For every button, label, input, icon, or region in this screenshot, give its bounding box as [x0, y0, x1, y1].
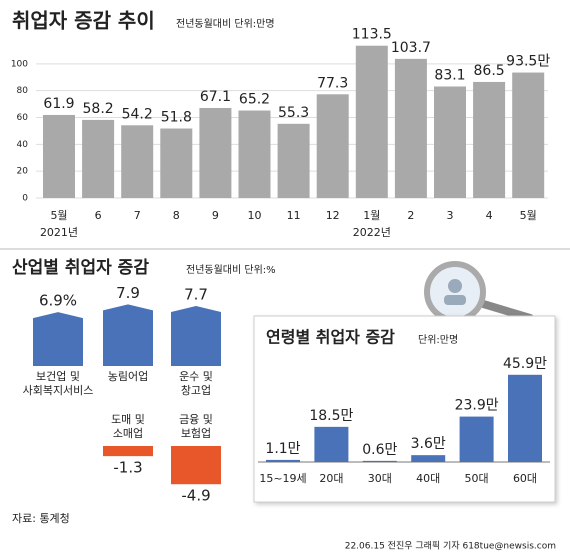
x-tick-label: 농림어업 [107, 370, 149, 383]
bar [199, 107, 232, 198]
value-label: 18.5만 [309, 408, 353, 424]
chart-subtitle: 전년동월대비 단위:% [186, 263, 276, 276]
chart-subtitle: 단위:만명 [418, 333, 458, 346]
y-tick-label: 20 [17, 167, 29, 177]
value-label: 58.2 [83, 101, 114, 117]
bar [103, 304, 153, 366]
x-tick-label: 4 [486, 209, 493, 222]
y-tick-label: 100 [11, 59, 28, 69]
x-tick-label: 5월 [520, 209, 537, 222]
bar [82, 119, 115, 198]
x-tick-label: 10 [248, 209, 262, 222]
bar [238, 110, 271, 198]
value-label: -4.9 [181, 487, 210, 505]
bar [355, 45, 388, 199]
value-label: 6.9% [39, 292, 77, 310]
y-tick-label: 60 [17, 113, 29, 123]
bar [314, 426, 349, 462]
y-tick-label: 40 [17, 140, 29, 150]
y-tick-label: 80 [17, 86, 29, 96]
chart-subtitle: 전년동월대비 단위:만명 [176, 17, 275, 30]
chart-title: 산업별 취업자 증감 [12, 257, 149, 278]
x-tick-label: 3 [447, 209, 454, 222]
bar [459, 416, 494, 462]
bar [171, 305, 221, 366]
value-label: 7.9 [116, 284, 140, 302]
x-tick-label: 6 [95, 209, 102, 222]
x-tick-label: 금융 및 보험업 [179, 413, 213, 440]
bar [103, 446, 153, 457]
bar [434, 86, 466, 198]
value-label: 61.9 [43, 96, 74, 112]
y-tick-label: 0 [22, 194, 28, 204]
value-label: 103.7 [391, 40, 431, 56]
value-label: 86.5 [474, 63, 505, 79]
x-tick-label: 도매 및 소매업 [111, 413, 145, 440]
value-label: -1.3 [113, 459, 142, 477]
bar [33, 312, 83, 366]
x-tick-label: 9 [212, 209, 219, 222]
bar [508, 374, 542, 462]
x-tick-label: 50대 [465, 472, 489, 485]
value-label: 67.1 [200, 89, 231, 105]
chart-title: 연령별 취업자 증감 [266, 328, 395, 347]
value-label: 83.1 [434, 68, 465, 84]
x-tick-label: 11 [287, 209, 301, 222]
value-label: 51.8 [161, 110, 192, 126]
bar [473, 81, 506, 198]
x-tick-label: 2 [407, 209, 414, 222]
x-tick-label: 보건업 및 사회복지서비스 [22, 370, 94, 397]
value-label: 113.5 [352, 27, 392, 43]
x-group-label: 2022년 [353, 226, 391, 239]
x-tick-label: 5월 [50, 209, 67, 222]
source: 자료: 통계청 [12, 512, 70, 525]
bar [171, 446, 221, 485]
value-label: 93.5만 [506, 54, 550, 70]
x-tick-label: 1월 [363, 209, 380, 222]
x-tick-label: 15~19세 [259, 472, 306, 485]
value-label: 55.3 [278, 105, 309, 121]
value-label: 77.3 [317, 75, 348, 91]
value-label: 0.6만 [362, 442, 397, 458]
x-tick-label: 7 [134, 209, 141, 222]
panel [253, 315, 556, 503]
x-tick-label: 운수 및 창고업 [179, 370, 213, 397]
x-tick-label: 12 [326, 209, 340, 222]
value-label: 7.7 [184, 285, 208, 303]
value-label: 54.2 [122, 106, 153, 122]
value-label: 45.9만 [503, 356, 547, 372]
value-label: 23.9만 [455, 398, 499, 414]
bar [43, 114, 75, 198]
bar [316, 94, 349, 198]
credit: 22.06.15 전진우 그래픽 기자 618tue@newsis.com [345, 541, 556, 552]
x-group-label: 2021년 [40, 226, 78, 239]
x-tick-label: 8 [173, 209, 180, 222]
chart-title: 취업자 증감 추이 [12, 9, 155, 33]
bar [411, 455, 446, 462]
x-tick-label: 40대 [416, 472, 440, 485]
bar [121, 125, 154, 198]
bar [277, 123, 310, 198]
bar [160, 128, 193, 198]
bar [362, 460, 397, 462]
bar [266, 459, 300, 462]
value-label: 3.6만 [411, 436, 446, 452]
magnifier [424, 261, 534, 323]
value-label: 65.2 [239, 92, 270, 108]
x-tick-label: 30대 [368, 472, 392, 485]
bar [394, 58, 427, 198]
bar [512, 72, 545, 198]
value-label: 1.1만 [265, 441, 300, 457]
x-tick-label: 20대 [319, 472, 343, 485]
x-tick-label: 60대 [513, 472, 537, 485]
